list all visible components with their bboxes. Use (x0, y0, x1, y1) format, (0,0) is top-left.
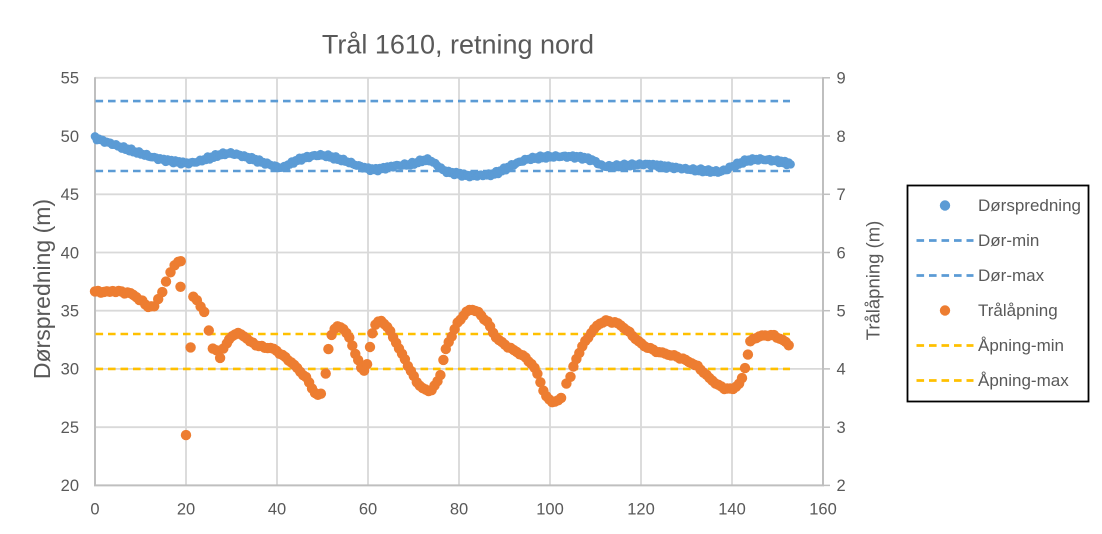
svg-text:50: 50 (61, 128, 79, 146)
svg-text:2: 2 (837, 477, 846, 495)
svg-text:Åpning-min: Åpning-min (978, 336, 1064, 355)
svg-text:20: 20 (177, 501, 195, 519)
svg-text:Trålåpning: Trålåpning (978, 301, 1058, 320)
svg-text:35: 35 (61, 303, 79, 321)
svg-text:45: 45 (61, 186, 79, 204)
svg-text:3: 3 (837, 419, 846, 437)
svg-text:60: 60 (359, 501, 377, 519)
svg-text:8: 8 (837, 128, 846, 146)
svg-text:Dør-min: Dør-min (978, 231, 1039, 250)
svg-text:Åpning-max: Åpning-max (978, 371, 1069, 390)
svg-text:Trålåpning (m): Trålåpning (m) (863, 221, 884, 341)
svg-text:9: 9 (837, 70, 846, 88)
svg-text:Dør-max: Dør-max (978, 266, 1045, 285)
svg-text:100: 100 (536, 501, 564, 519)
svg-text:120: 120 (627, 501, 655, 519)
svg-text:Trål 1610, retning nord: Trål 1610, retning nord (322, 30, 594, 60)
svg-text:6: 6 (837, 244, 846, 262)
svg-text:25: 25 (61, 419, 79, 437)
svg-text:Dørspredning: Dørspredning (978, 196, 1081, 215)
svg-text:80: 80 (450, 501, 468, 519)
svg-text:40: 40 (268, 501, 286, 519)
svg-text:55: 55 (61, 70, 79, 88)
svg-text:5: 5 (837, 303, 846, 321)
svg-text:140: 140 (718, 501, 746, 519)
svg-text:30: 30 (61, 361, 79, 379)
svg-text:0: 0 (90, 501, 99, 519)
svg-text:4: 4 (837, 361, 846, 379)
svg-text:40: 40 (61, 244, 79, 262)
svg-text:7: 7 (837, 186, 846, 204)
svg-text:20: 20 (61, 477, 79, 495)
svg-text:160: 160 (809, 501, 837, 519)
svg-text:Dørspredning (m): Dørspredning (m) (29, 199, 55, 379)
